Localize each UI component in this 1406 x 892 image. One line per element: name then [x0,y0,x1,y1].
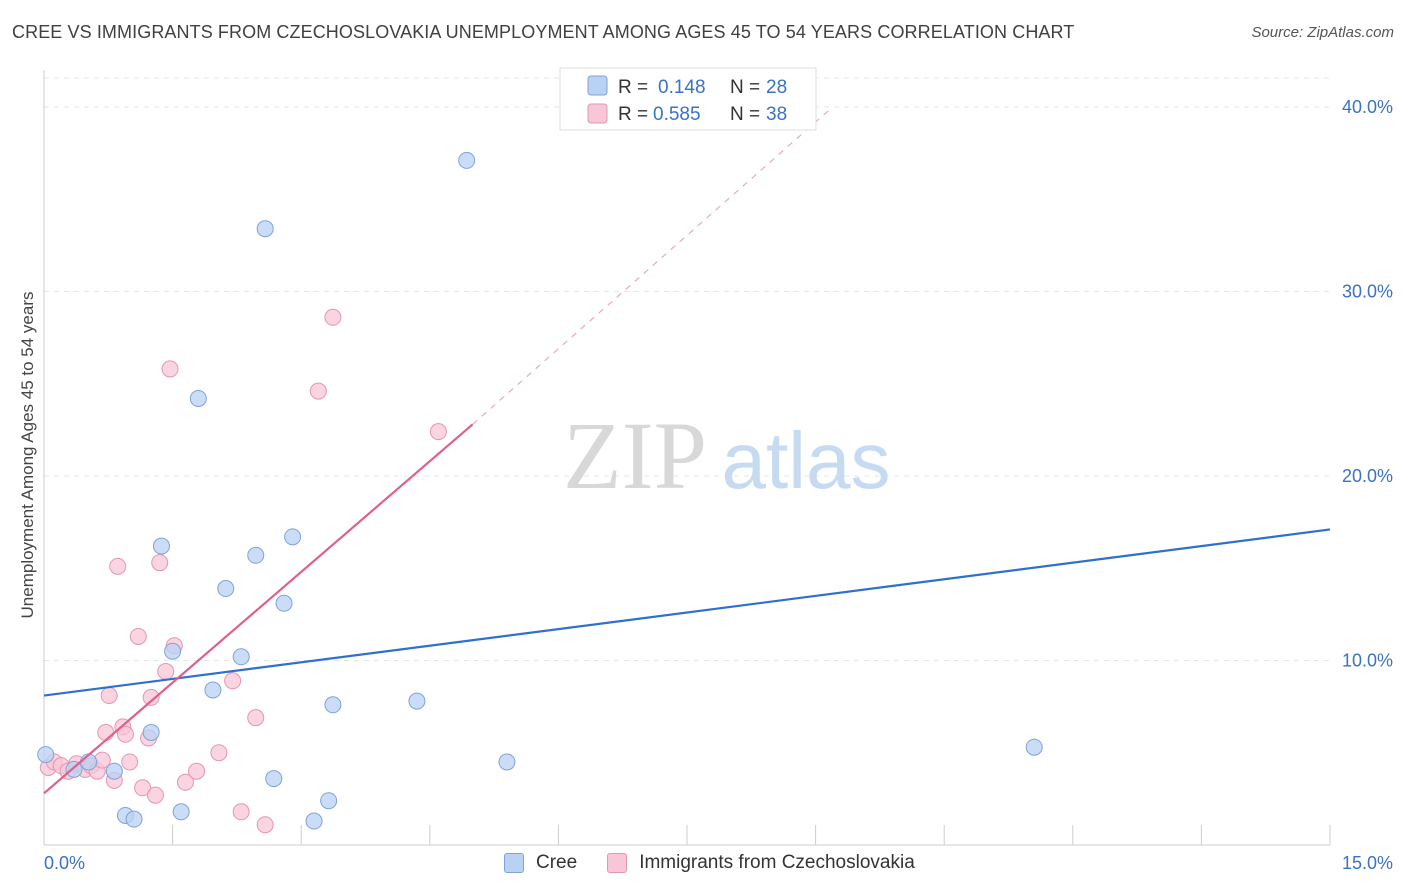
source-label: Source: ZipAtlas.com [1251,24,1394,41]
cree-point-9 [172,803,190,821]
x-tick-label-min: 0.0% [44,853,85,873]
immigrants-point-10 [100,687,118,705]
cree-point-11 [204,681,222,699]
legend-swatch-cree [587,75,608,96]
legend-swatch-immigrants [587,103,608,124]
chart-title: CREE VS IMMIGRANTS FROM CZECHOSLOVAKIA U… [12,22,1075,42]
grid-lines [44,77,1330,661]
immigrants-point-14 [116,725,134,743]
cree-point-8 [164,642,182,660]
legend-r-label-cree: R = [618,77,648,98]
immigrants-point-20 [146,786,164,804]
legend-label-immigrants: Immigrants from Czechoslovakia [639,852,915,873]
cree-point-16 [265,770,283,788]
legend-n-label-cree: N = [730,77,760,98]
immigrants-point-29 [232,803,250,821]
legend-label-cree: Cree [536,852,578,873]
immigrants-point-27 [210,744,228,762]
cree-point-22 [408,692,426,710]
cree-point-13 [232,648,250,666]
immigrants-point-21 [151,554,169,572]
cree-point-14 [247,546,265,564]
cree-point-18 [284,528,302,546]
immigrants-point-15 [121,753,139,771]
cree-point-12 [217,580,235,598]
series-cree-points [37,151,1043,830]
immigrants-trend-line [43,423,474,795]
cree-point-7 [152,537,170,555]
legend-n-value-cree: 28 [766,77,787,98]
trend-lines [43,106,1331,795]
correlation-legend: R = 0.148 N = 28 R = 0.585 N = 38 [559,67,817,131]
immigrants-point-34 [429,423,447,441]
series-immigrants-points [39,308,447,834]
cree-point-25 [1025,738,1043,756]
cree-point-23 [458,151,476,169]
x-tick-label-max: 15.0% [1342,853,1393,873]
cree-point-10 [189,389,207,407]
y-tick-label-2: 30.0% [1342,281,1393,301]
immigrants-point-26 [188,762,206,780]
immigrants-point-17 [134,779,152,797]
cree-swatch [504,853,524,873]
immigrants-point-23 [161,360,179,378]
legend-r-value-immigrants: 0.585 [653,104,701,125]
cree-point-19 [305,812,323,830]
immigrants-point-9 [97,723,115,741]
y-tick-label-1: 20.0% [1342,466,1393,486]
immigrants-point-16 [129,627,147,645]
legend-item-cree[interactable]: Cree [504,852,577,874]
cree-point-17 [275,594,293,612]
series-legend: Cree Immigrants from Czechoslovakia [504,852,945,874]
immigrants-point-31 [256,816,274,834]
legend-r-label-immigrants: R = [618,104,648,125]
cree-point-15 [256,220,274,238]
cree-point-20 [320,792,338,810]
x-tick-labels: 0.0% 15.0% [44,853,1393,873]
immigrants-point-22 [157,663,175,681]
cree-point-3 [105,762,123,780]
immigrants-trend-extension [472,106,834,425]
legend-item-immigrants[interactable]: Immigrants from Czechoslovakia [607,852,915,874]
watermark-zip: ZIP [563,402,707,509]
legend-r-value-cree: 0.148 [658,77,706,98]
y-tick-label-0: 10.0% [1342,650,1393,670]
immigrants-point-30 [247,709,265,727]
cree-point-6 [142,723,160,741]
watermark: ZIP atlas [563,402,890,509]
y-tick-labels: 10.0% 20.0% 30.0% 40.0% [1342,97,1393,671]
immigrants-point-33 [324,308,342,326]
immigrants-point-32 [309,382,327,400]
cree-trend-line [43,528,1331,697]
axes [43,70,1331,846]
immigrants-point-28 [224,672,242,690]
immigrants-swatch [607,853,628,873]
legend-n-label-immigrants: N = [730,104,760,125]
immigrants-point-25 [176,773,194,791]
cree-point-0 [37,746,55,764]
immigrants-point-19 [142,688,160,706]
y-tick-label-3: 40.0% [1342,97,1393,117]
immigrants-point-12 [109,557,127,575]
cree-point-5 [125,810,143,828]
cree-point-24 [498,753,516,771]
watermark-atlas: atlas [722,416,891,505]
cree-point-21 [324,696,342,714]
legend-n-value-immigrants: 38 [766,104,787,125]
